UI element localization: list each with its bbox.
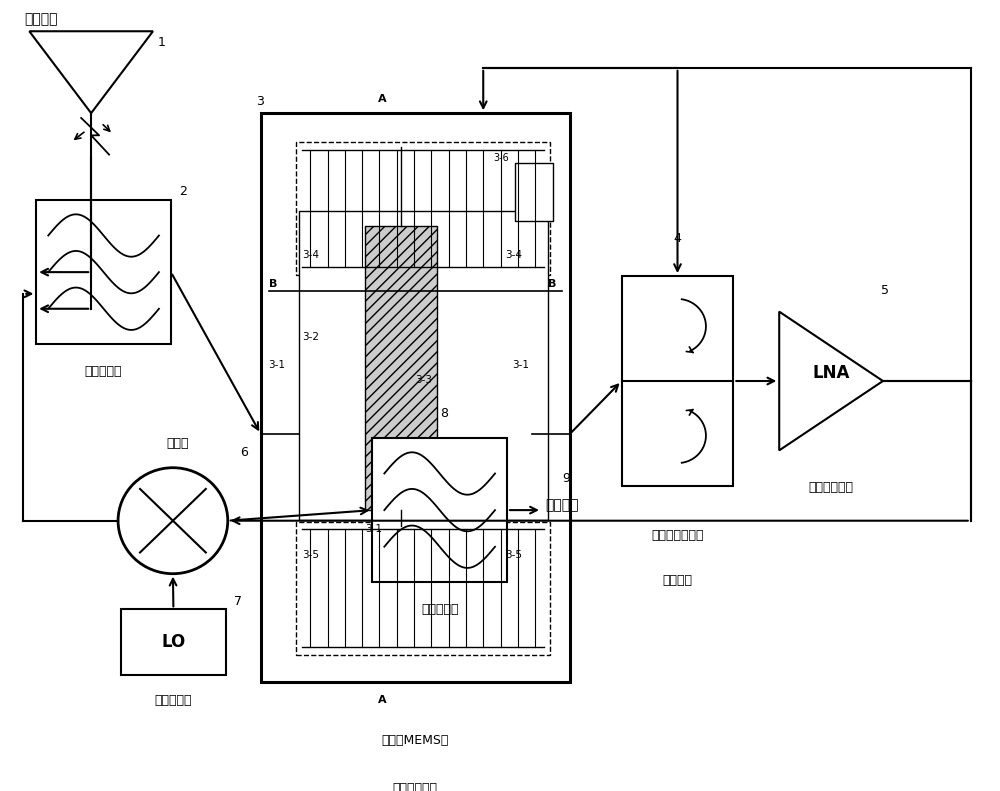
Text: 3-5: 3-5 [505,551,522,560]
Text: 3-4: 3-4 [505,250,522,259]
Bar [296,522,550,655]
Text: 波功率传感器: 波功率传感器 [393,782,438,791]
Text: 可衰减和可放大: 可衰减和可放大 [651,529,704,542]
Text: 低噪声放大器: 低噪声放大器 [809,481,854,494]
Text: A: A [378,694,387,705]
Text: 中频滤波器: 中频滤波器 [421,604,458,616]
Text: 9: 9 [562,472,570,485]
Text: 3: 3 [256,96,264,108]
Text: 3-1: 3-1 [365,524,382,534]
Bar [622,276,733,486]
Text: 本地振荡器: 本地振荡器 [155,694,192,707]
Text: LO: LO [161,633,186,651]
Text: 3-4: 3-4 [303,250,320,259]
Text: 在线式MEMS微: 在线式MEMS微 [382,734,449,747]
Text: 8: 8 [440,407,448,420]
Text: B: B [269,278,277,289]
Text: LNA: LNA [812,365,850,382]
Text: 7: 7 [234,595,242,607]
Bar [296,142,550,275]
Text: 3-1: 3-1 [269,361,286,370]
Bar [372,438,507,582]
Text: 预处理器: 预处理器 [663,574,693,587]
Text: B: B [548,278,556,289]
Text: 5: 5 [881,284,889,297]
Bar [261,113,570,682]
Text: 3-6: 3-6 [493,153,509,163]
Text: 4: 4 [674,233,681,245]
Text: A: A [378,93,387,104]
Bar [121,609,226,675]
Text: 2: 2 [179,185,187,198]
Text: 微波天线: 微波天线 [24,13,58,27]
Text: 3-1: 3-1 [512,361,529,370]
Text: 中频输出: 中频输出 [545,498,578,513]
Text: 3-5: 3-5 [303,551,320,560]
Bar [36,200,171,344]
Text: 微波滤波器: 微波滤波器 [85,365,122,378]
Text: 3-2: 3-2 [303,331,320,342]
Text: 混频器: 混频器 [167,437,189,449]
Text: 1: 1 [158,36,166,49]
Bar [299,211,548,520]
Text: 6: 6 [240,446,248,459]
Text: 3-3: 3-3 [415,375,432,385]
Bar [515,163,553,221]
Bar [365,226,437,510]
